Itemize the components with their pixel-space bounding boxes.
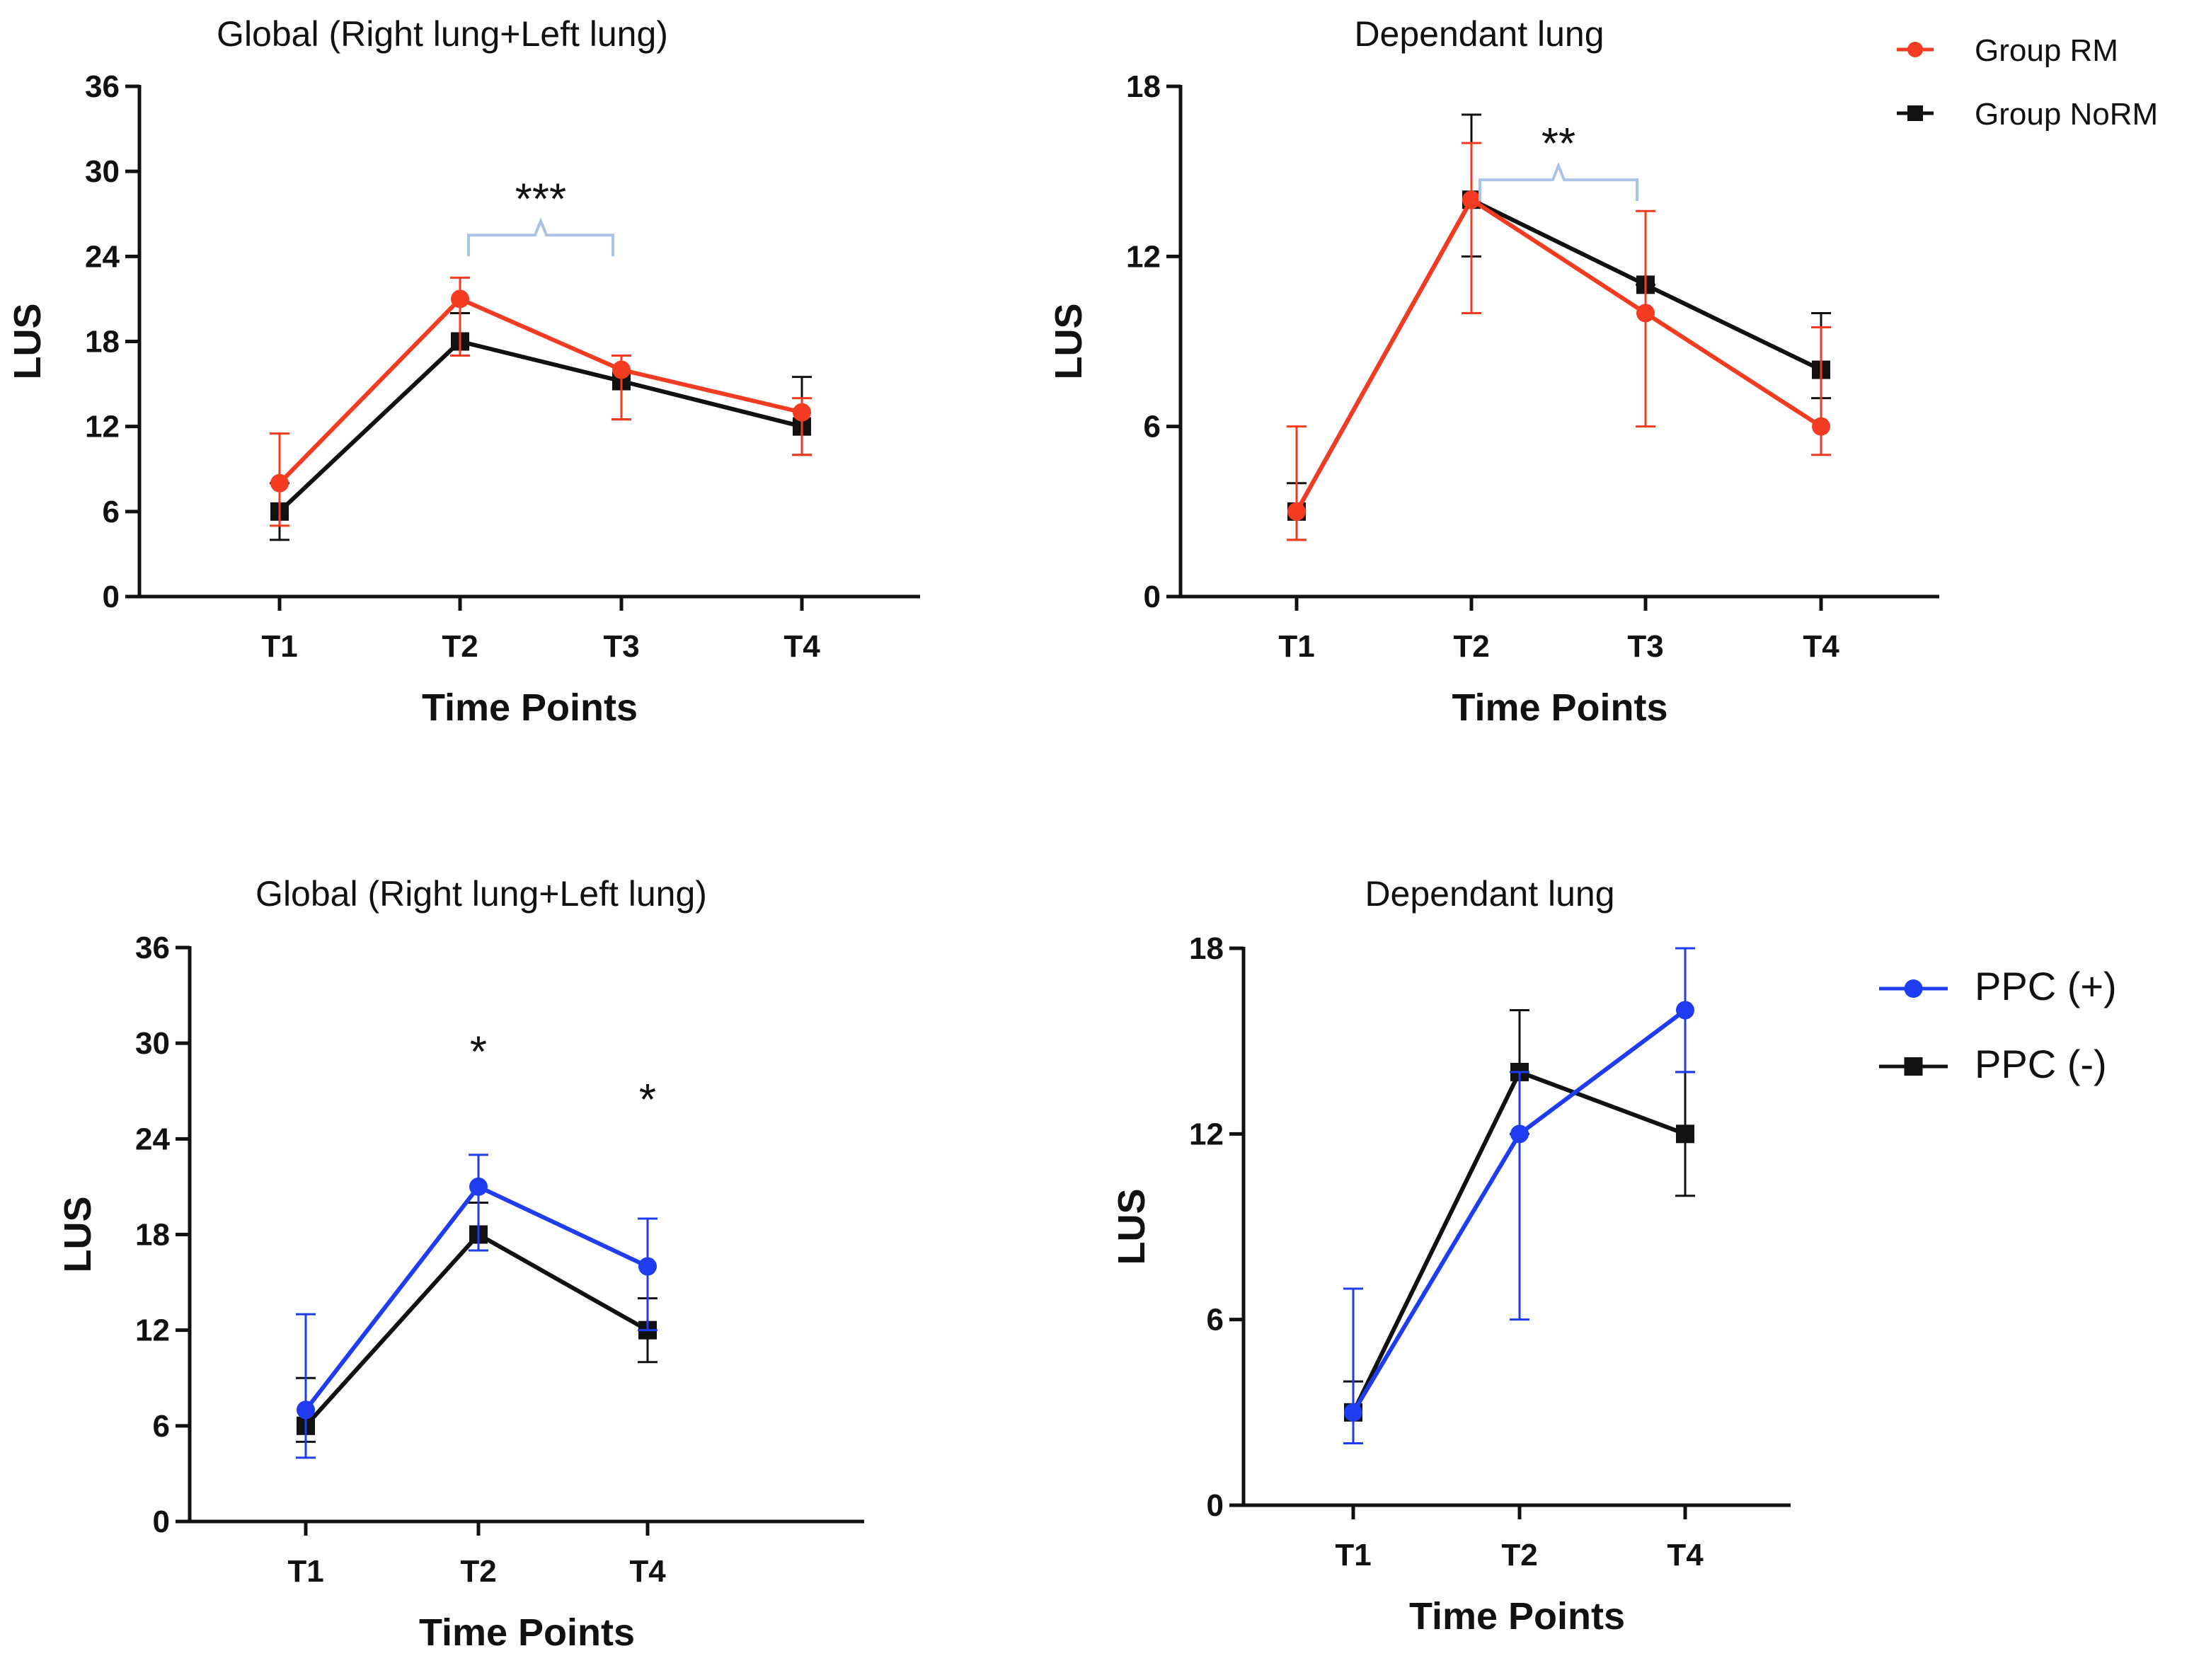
x-axis-title: Time Points — [1409, 1595, 1625, 1638]
data-point — [1287, 502, 1306, 521]
series-line — [277, 297, 803, 485]
y-axis-title: LUS — [1110, 1189, 1153, 1265]
y-tick-label: 18 — [85, 325, 120, 359]
legend-label: PPC (-) — [1975, 1042, 2107, 1086]
x-tick-label: T2 — [1453, 629, 1489, 664]
chart-panel-4: Dependant lung 0 6 12 18 T1 T2 T4 Time Points LUS… — [1110, 874, 2117, 1638]
x-tick-label: T2 — [460, 1554, 496, 1589]
chart-title: Dependant lung — [1365, 874, 1614, 914]
y-tick-label: 36 — [85, 69, 120, 104]
series-line — [1294, 197, 1822, 513]
series-line — [304, 1232, 649, 1427]
legend: PPC (+) PPC (-) — [1879, 964, 2117, 1086]
y-tick-label: 30 — [135, 1026, 170, 1061]
x-axis-title: Time Points — [419, 1611, 635, 1654]
y-axis-title: LUS — [1047, 304, 1090, 380]
data-point — [1676, 1001, 1694, 1020]
data-point — [793, 403, 811, 422]
legend-swatch-marker — [1904, 1057, 1923, 1076]
significance-marker: * — [639, 1076, 656, 1124]
series-ppc- — [296, 1201, 658, 1443]
x-tick-label: T1 — [1278, 629, 1314, 664]
x-tick-label: T1 — [261, 629, 297, 664]
data-point — [270, 473, 289, 493]
chart-title: Global (Right lung+Left lung) — [256, 874, 707, 914]
chart-title: Global (Right lung+Left lung) — [217, 14, 668, 54]
legend-label: Group NoRM — [1975, 97, 2158, 132]
legend-label: PPC (+) — [1975, 964, 2117, 1008]
y-tick-label: 12 — [85, 410, 120, 444]
y-tick-label: 30 — [85, 154, 120, 189]
chart-panel-1: Global (Right lung+Left lung) 0 6 12 18 24 30 3… — [6, 14, 920, 729]
x-tick-label: T4 — [629, 1554, 666, 1589]
x-axis-title: Time Points — [1452, 686, 1667, 729]
data-point — [1344, 1403, 1362, 1422]
significance-bracket — [1479, 161, 1638, 202]
data-point — [638, 1257, 657, 1276]
x-tick-label: T1 — [1335, 1538, 1371, 1572]
y-tick-label: 0 — [1144, 580, 1161, 614]
y-tick-label: 6 — [153, 1409, 170, 1444]
x-tick-label: T4 — [783, 629, 820, 664]
x-tick-label: T2 — [1501, 1538, 1537, 1572]
significance-bracket — [467, 217, 614, 257]
data-point — [469, 1177, 488, 1196]
y-tick-label: 6 — [1207, 1303, 1224, 1337]
x-tick-label: T1 — [287, 1554, 323, 1589]
series-group-norm — [270, 311, 812, 541]
significance-marker: ** — [1541, 120, 1575, 168]
series-line — [1294, 197, 1822, 513]
chart-panel-2: Dependant lung 0 6 12 18 T1 T2 T3 T4 Time Points L… — [1047, 14, 2158, 729]
data-point — [297, 1400, 315, 1420]
data-point — [1510, 1124, 1529, 1144]
series-group-rm — [270, 276, 812, 527]
y-tick-label: 6 — [103, 495, 120, 529]
series-ppc- — [296, 1153, 658, 1459]
y-tick-label: 0 — [1207, 1488, 1224, 1523]
y-tick-label: 18 — [1189, 931, 1224, 966]
x-tick-label: T3 — [603, 629, 639, 664]
x-tick-label: T2 — [442, 629, 478, 664]
data-point — [1812, 417, 1830, 436]
x-axis-title: Time Points — [422, 686, 638, 729]
y-tick-label: 12 — [135, 1313, 170, 1348]
y-tick-label: 18 — [1126, 69, 1161, 104]
y-axis-title: LUS — [6, 304, 49, 380]
significance-marker: * — [470, 1028, 487, 1076]
series-group-rm — [1287, 142, 1831, 541]
x-tick-label: T3 — [1627, 629, 1663, 664]
y-tick-label: 6 — [1144, 410, 1161, 444]
series-line — [304, 1184, 649, 1412]
y-tick-label: 0 — [153, 1504, 170, 1539]
data-point — [1462, 190, 1481, 209]
y-tick-label: 24 — [135, 1122, 170, 1156]
y-tick-label: 36 — [135, 931, 170, 965]
chart-title: Dependant lung — [1354, 14, 1604, 54]
data-point — [612, 360, 631, 379]
y-tick-label: 12 — [1189, 1117, 1224, 1151]
legend-swatch-marker — [1907, 105, 1923, 121]
y-tick-label: 12 — [1126, 239, 1161, 274]
y-tick-label: 24 — [85, 239, 120, 274]
series-ppc- — [1343, 947, 1695, 1445]
series-line — [277, 339, 803, 514]
data-point — [451, 289, 469, 309]
legend-swatch-marker — [1907, 42, 1923, 57]
y-tick-label: 18 — [135, 1218, 170, 1253]
x-tick-label: T4 — [1803, 629, 1839, 664]
legend-swatch-marker — [1904, 979, 1923, 998]
chart-panel-3: Global (Right lung+Left lung) 0 6 12 18 24 30 3… — [57, 874, 864, 1654]
x-tick-label: T4 — [1667, 1538, 1704, 1572]
legend-label: Group RM — [1975, 33, 2118, 68]
legend: Group RM Group NoRM — [1897, 33, 2158, 132]
significance-marker: *** — [515, 175, 566, 224]
data-point — [1676, 1124, 1694, 1144]
series-group-norm — [1287, 113, 1831, 541]
y-tick-label: 0 — [103, 580, 120, 614]
y-axis-title: LUS — [57, 1197, 99, 1273]
data-point — [1636, 304, 1655, 323]
